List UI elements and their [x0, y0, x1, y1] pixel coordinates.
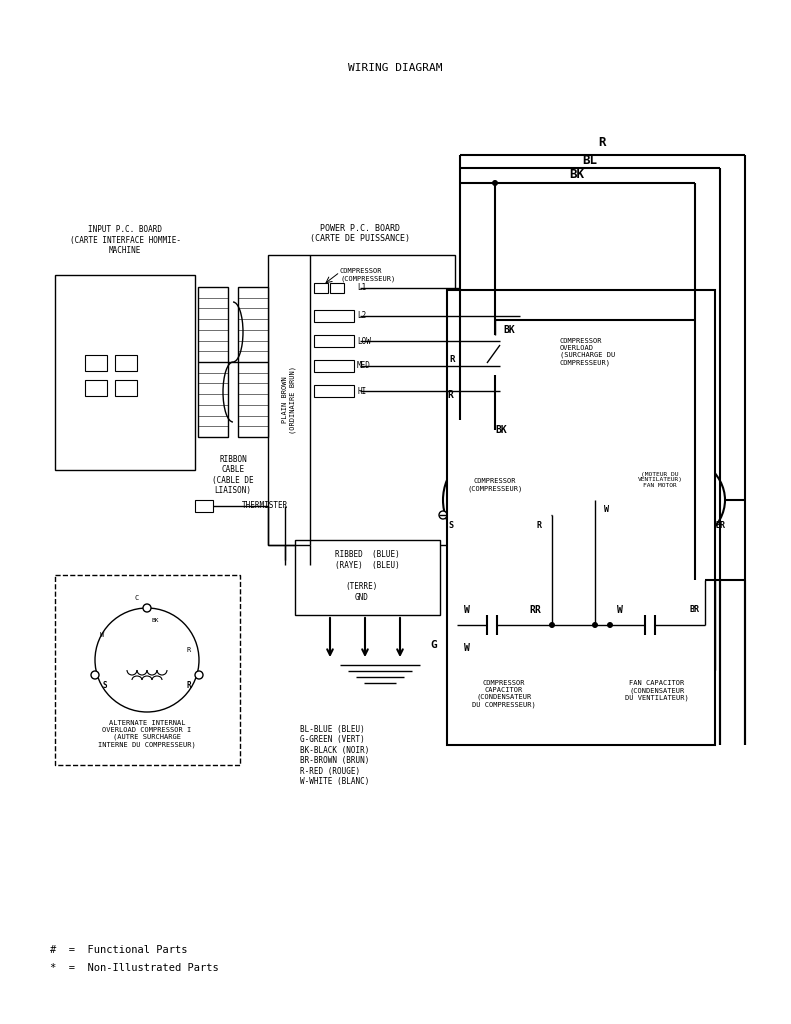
Circle shape — [592, 622, 598, 628]
Text: W: W — [100, 632, 104, 638]
Text: R: R — [534, 605, 540, 615]
Text: L2: L2 — [357, 311, 366, 321]
Bar — [115, 380, 137, 396]
Circle shape — [701, 621, 709, 629]
Bar — [85, 380, 107, 396]
Text: BK: BK — [570, 169, 585, 181]
Circle shape — [548, 621, 556, 629]
Circle shape — [657, 507, 663, 513]
Text: (TERRE)
GND: (TERRE) GND — [346, 583, 378, 602]
Bar — [55, 275, 195, 470]
Circle shape — [492, 180, 498, 186]
Text: COMPRESSOR
OVERLOAD
(SURCHARGE DU
COMPRESSEUR): COMPRESSOR OVERLOAD (SURCHARGE DU COMPRE… — [560, 338, 615, 366]
Bar — [447, 580, 562, 670]
Bar — [198, 287, 228, 437]
Text: RIBBED  (BLUE)
(RAYE)  (BLEU): RIBBED (BLUE) (RAYE) (BLEU) — [335, 550, 399, 569]
Circle shape — [453, 621, 461, 629]
Bar — [330, 283, 344, 293]
Text: COMPRESSOR
CAPACITOR
(CONDENSATEUR
DU COMPRESSEUR): COMPRESSOR CAPACITOR (CONDENSATEUR DU CO… — [472, 680, 536, 708]
Circle shape — [606, 621, 614, 629]
Text: PLAIN BROWN
(ORDINAIRE BRUN): PLAIN BROWN (ORDINAIRE BRUN) — [282, 366, 296, 434]
Text: FAN CAPACITOR
(CONDENSATEUR
DU VENTILATEUR): FAN CAPACITOR (CONDENSATEUR DU VENTILATE… — [625, 680, 689, 701]
Text: POWER P.C. BOARD
(CARTE DE PUISSANCE): POWER P.C. BOARD (CARTE DE PUISSANCE) — [310, 223, 410, 243]
Ellipse shape — [595, 450, 725, 550]
Circle shape — [491, 444, 499, 452]
Text: ALTERNATE INTERNAL
OVERLOAD COMPRESSOR I
(AUTRE SURCHARGE
INTERNE DU COMPRESSEUR: ALTERNATE INTERNAL OVERLOAD COMPRESSOR I… — [98, 720, 196, 748]
Bar — [600, 580, 715, 670]
Text: RIBBON
CABLE
(CABLE DE
LIAISON): RIBBON CABLE (CABLE DE LIAISON) — [212, 455, 254, 496]
Circle shape — [95, 608, 199, 712]
Text: W: W — [604, 506, 610, 514]
Text: BK: BK — [495, 425, 507, 435]
Circle shape — [443, 449, 547, 552]
Text: L1: L1 — [357, 284, 366, 293]
Bar — [314, 360, 354, 372]
Bar — [295, 540, 440, 615]
Circle shape — [492, 332, 498, 338]
Bar — [115, 355, 137, 371]
Circle shape — [492, 372, 498, 378]
Text: W: W — [464, 605, 470, 615]
Bar — [268, 255, 455, 545]
Circle shape — [549, 622, 555, 628]
Bar — [195, 500, 213, 512]
Text: R: R — [536, 521, 542, 530]
Text: BR: BR — [715, 520, 725, 529]
Text: R: R — [529, 605, 535, 615]
Text: R: R — [187, 647, 191, 653]
Text: THERMISTER: THERMISTER — [242, 502, 288, 511]
Bar — [55, 575, 240, 765]
Text: COMPRESSOR
(COMPRESSEUR): COMPRESSOR (COMPRESSEUR) — [467, 478, 523, 492]
Text: (MOTEUR DU
VENTILATEUR)
FAN MOTOR: (MOTEUR DU VENTILATEUR) FAN MOTOR — [638, 472, 683, 488]
Text: INPUT P.C. BOARD
(CARTE INTERFACE HOMMIE-
MACHINE: INPUT P.C. BOARD (CARTE INTERFACE HOMMIE… — [70, 225, 180, 255]
Text: G: G — [430, 640, 437, 650]
Circle shape — [91, 671, 99, 679]
Text: S: S — [103, 682, 108, 690]
Text: W: W — [464, 643, 470, 653]
Text: *  =  Non-Illustrated Parts: * = Non-Illustrated Parts — [50, 963, 219, 973]
Circle shape — [657, 447, 663, 453]
Bar — [447, 290, 715, 745]
Text: #  =  Functional Parts: # = Functional Parts — [50, 945, 187, 955]
Text: BL: BL — [582, 154, 597, 167]
Text: COMPRESSOR
(COMPRESSEUR): COMPRESSOR (COMPRESSEUR) — [340, 268, 396, 282]
Circle shape — [439, 511, 447, 519]
Bar — [314, 335, 354, 347]
Text: LOW: LOW — [357, 337, 371, 345]
Circle shape — [607, 622, 613, 628]
Text: BL-BLUE (BLEU)
G-GREEN (VERT)
BK-BLACK (NOIR)
BR-BROWN (BRUN)
R-RED (ROUGE)
W-WH: BL-BLUE (BLEU) G-GREEN (VERT) BK-BLACK (… — [300, 725, 369, 786]
Circle shape — [143, 604, 151, 612]
Text: BK: BK — [503, 325, 515, 335]
Text: R: R — [187, 682, 191, 690]
Bar — [85, 355, 107, 371]
Text: BR: BR — [690, 605, 700, 614]
Text: S: S — [448, 521, 453, 530]
Bar — [314, 385, 354, 397]
Text: MED: MED — [357, 361, 371, 371]
Text: R: R — [449, 355, 455, 365]
Circle shape — [543, 511, 551, 519]
Text: HI: HI — [357, 386, 366, 395]
Bar — [238, 287, 268, 437]
Text: C: C — [135, 595, 139, 601]
Bar — [314, 310, 354, 322]
Circle shape — [475, 335, 515, 375]
Text: BK: BK — [152, 617, 160, 623]
Text: WIRING DIAGRAM: WIRING DIAGRAM — [348, 63, 442, 73]
Text: R: R — [598, 136, 606, 150]
Text: R: R — [447, 390, 453, 400]
Circle shape — [195, 671, 203, 679]
Bar — [314, 283, 328, 293]
Text: W: W — [617, 605, 623, 615]
